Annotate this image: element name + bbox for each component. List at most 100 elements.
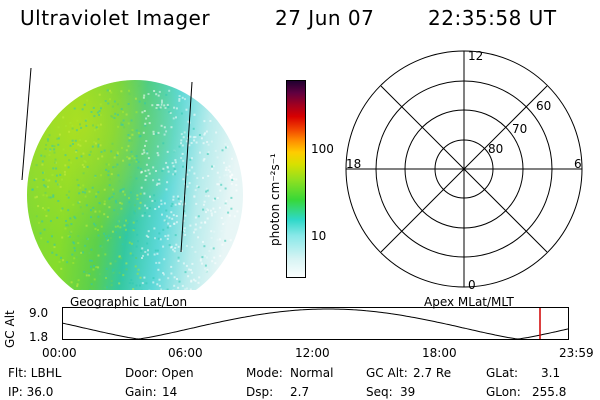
speckle — [147, 235, 150, 238]
speckle — [184, 214, 187, 217]
speckle — [196, 177, 199, 180]
speckle — [47, 179, 49, 182]
speckle — [123, 224, 126, 227]
speckle — [202, 159, 205, 162]
speckle — [35, 164, 38, 167]
mlt-label-12: 12 — [468, 49, 483, 63]
speckle — [130, 159, 133, 162]
speckle — [95, 195, 97, 198]
speckle — [158, 205, 160, 208]
speckle — [77, 184, 80, 187]
speckle — [210, 212, 213, 215]
speckle — [183, 131, 186, 134]
speckle — [155, 184, 158, 186]
speckle — [120, 123, 123, 126]
lat-label-60: 60 — [536, 99, 551, 113]
speckle — [145, 140, 148, 142]
speckle — [147, 157, 150, 160]
speckle — [207, 209, 210, 212]
speckle — [177, 195, 179, 198]
speckle — [130, 279, 133, 281]
speckle — [97, 191, 100, 194]
speckle — [168, 89, 171, 92]
speckle — [70, 230, 73, 233]
filter-info: Flt: LBHL — [8, 366, 62, 380]
speckle — [124, 193, 126, 196]
speckle — [145, 117, 148, 120]
speckle — [110, 201, 113, 204]
speckle — [89, 150, 92, 153]
speckle — [136, 233, 139, 236]
speckle — [111, 196, 114, 198]
speckle — [155, 93, 158, 96]
speckle — [203, 200, 206, 203]
speckle — [141, 152, 144, 155]
speckle — [183, 227, 186, 230]
speckle — [152, 277, 155, 280]
speckle — [175, 107, 178, 110]
speckle — [135, 177, 138, 180]
speckle — [105, 267, 108, 270]
speckle — [206, 217, 209, 220]
speckle — [224, 169, 227, 171]
speckle — [62, 116, 65, 119]
speckle — [81, 191, 84, 194]
speckle — [169, 225, 172, 228]
speckle — [184, 202, 186, 205]
speckle — [34, 196, 37, 199]
speckle — [235, 178, 238, 181]
speckle — [177, 245, 180, 248]
timeline-left-label: Geographic Lat/Lon — [70, 295, 188, 309]
speckle — [204, 132, 206, 135]
speckle — [216, 238, 219, 241]
speckle — [153, 253, 156, 256]
speckle — [170, 272, 173, 275]
speckle — [88, 273, 91, 276]
speckle — [111, 115, 114, 118]
speckle — [109, 98, 111, 101]
speckle — [221, 243, 224, 246]
speckle — [223, 221, 226, 224]
speckle — [173, 222, 176, 225]
speckle — [131, 133, 134, 136]
speckle — [137, 240, 139, 243]
speckle — [116, 152, 119, 155]
speckle — [133, 157, 136, 160]
speckle — [190, 280, 193, 283]
speckle — [177, 197, 180, 200]
speckle — [156, 152, 159, 154]
speckle — [42, 178, 45, 181]
speckle — [143, 212, 146, 214]
speckle — [100, 174, 102, 177]
speckle — [99, 245, 102, 248]
speckle — [214, 149, 217, 152]
speckle — [57, 137, 60, 140]
speckle — [224, 143, 227, 146]
speckle — [130, 150, 133, 153]
speckle — [52, 195, 55, 198]
speckle — [191, 271, 194, 274]
speckle — [170, 205, 173, 208]
speckle — [183, 210, 186, 213]
speckle — [231, 157, 233, 160]
colorbar — [286, 80, 306, 278]
speckle — [195, 141, 198, 144]
speckle — [118, 180, 121, 183]
speckle — [161, 213, 163, 216]
speckle — [175, 221, 178, 224]
speckle — [141, 247, 144, 250]
speckle — [210, 236, 213, 239]
speckle — [194, 228, 196, 231]
speckle — [158, 232, 161, 235]
speckle — [163, 202, 166, 205]
speckle — [82, 172, 85, 175]
speckle — [138, 207, 141, 210]
speckle — [33, 179, 36, 182]
speckle — [128, 201, 131, 204]
speckle — [90, 111, 93, 113]
speckle — [230, 207, 233, 210]
speckle — [161, 101, 163, 104]
speckle — [127, 157, 130, 160]
speckle — [199, 226, 202, 229]
speckle — [221, 247, 224, 250]
